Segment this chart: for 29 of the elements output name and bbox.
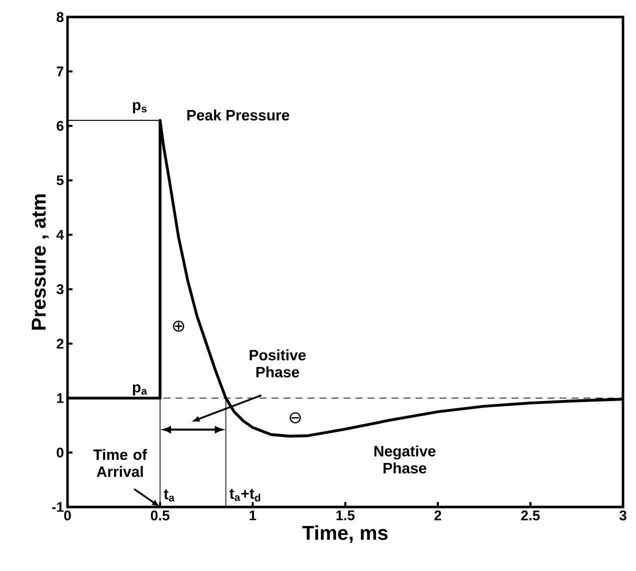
x-axis-title: Time, ms (302, 525, 388, 543)
x-tick-label: 1.5 (336, 510, 355, 520)
annotation: ⊖ (290, 412, 301, 424)
annotation: p$_{a}$ (132, 384, 148, 396)
x-tick-label: 2.5 (521, 510, 540, 520)
ref-line-label: t$_{a}$ (164, 489, 175, 502)
y-tick-label: 2 (56, 338, 64, 349)
y-tick-label: 7 (56, 66, 64, 76)
y-tick-label: 4 (56, 230, 64, 240)
y-tick-label: 3 (56, 284, 64, 294)
annotation: Negative Phase (374, 445, 436, 474)
annotation: Time of Arrival (93, 448, 148, 477)
y-tick-label: 5 (56, 175, 64, 186)
y-tick-label: 0 (56, 448, 64, 458)
x-tick-label: 3 (619, 510, 626, 520)
x-tick-label: 2 (434, 510, 442, 520)
ref-line-label: t$_{a}$+t$_{d}$ (230, 488, 260, 502)
y-axis-title: Pressure , atm (32, 194, 49, 330)
annotation: p$_{s}$ (132, 102, 147, 114)
y-tick-label: -1 (52, 502, 64, 512)
y-tick-label: 8 (56, 12, 64, 22)
y-tick-label: 1 (57, 393, 64, 403)
x-tick-label: 0 (64, 510, 71, 520)
annotation: Peak Pressure (187, 109, 290, 120)
annotation: ⊕ (173, 320, 184, 332)
x-tick-label: 0.5 (150, 510, 170, 520)
y-tick-label: 6 (56, 120, 64, 131)
annotation: Positive Phase (250, 349, 306, 378)
x-tick-label: 1 (250, 510, 256, 520)
